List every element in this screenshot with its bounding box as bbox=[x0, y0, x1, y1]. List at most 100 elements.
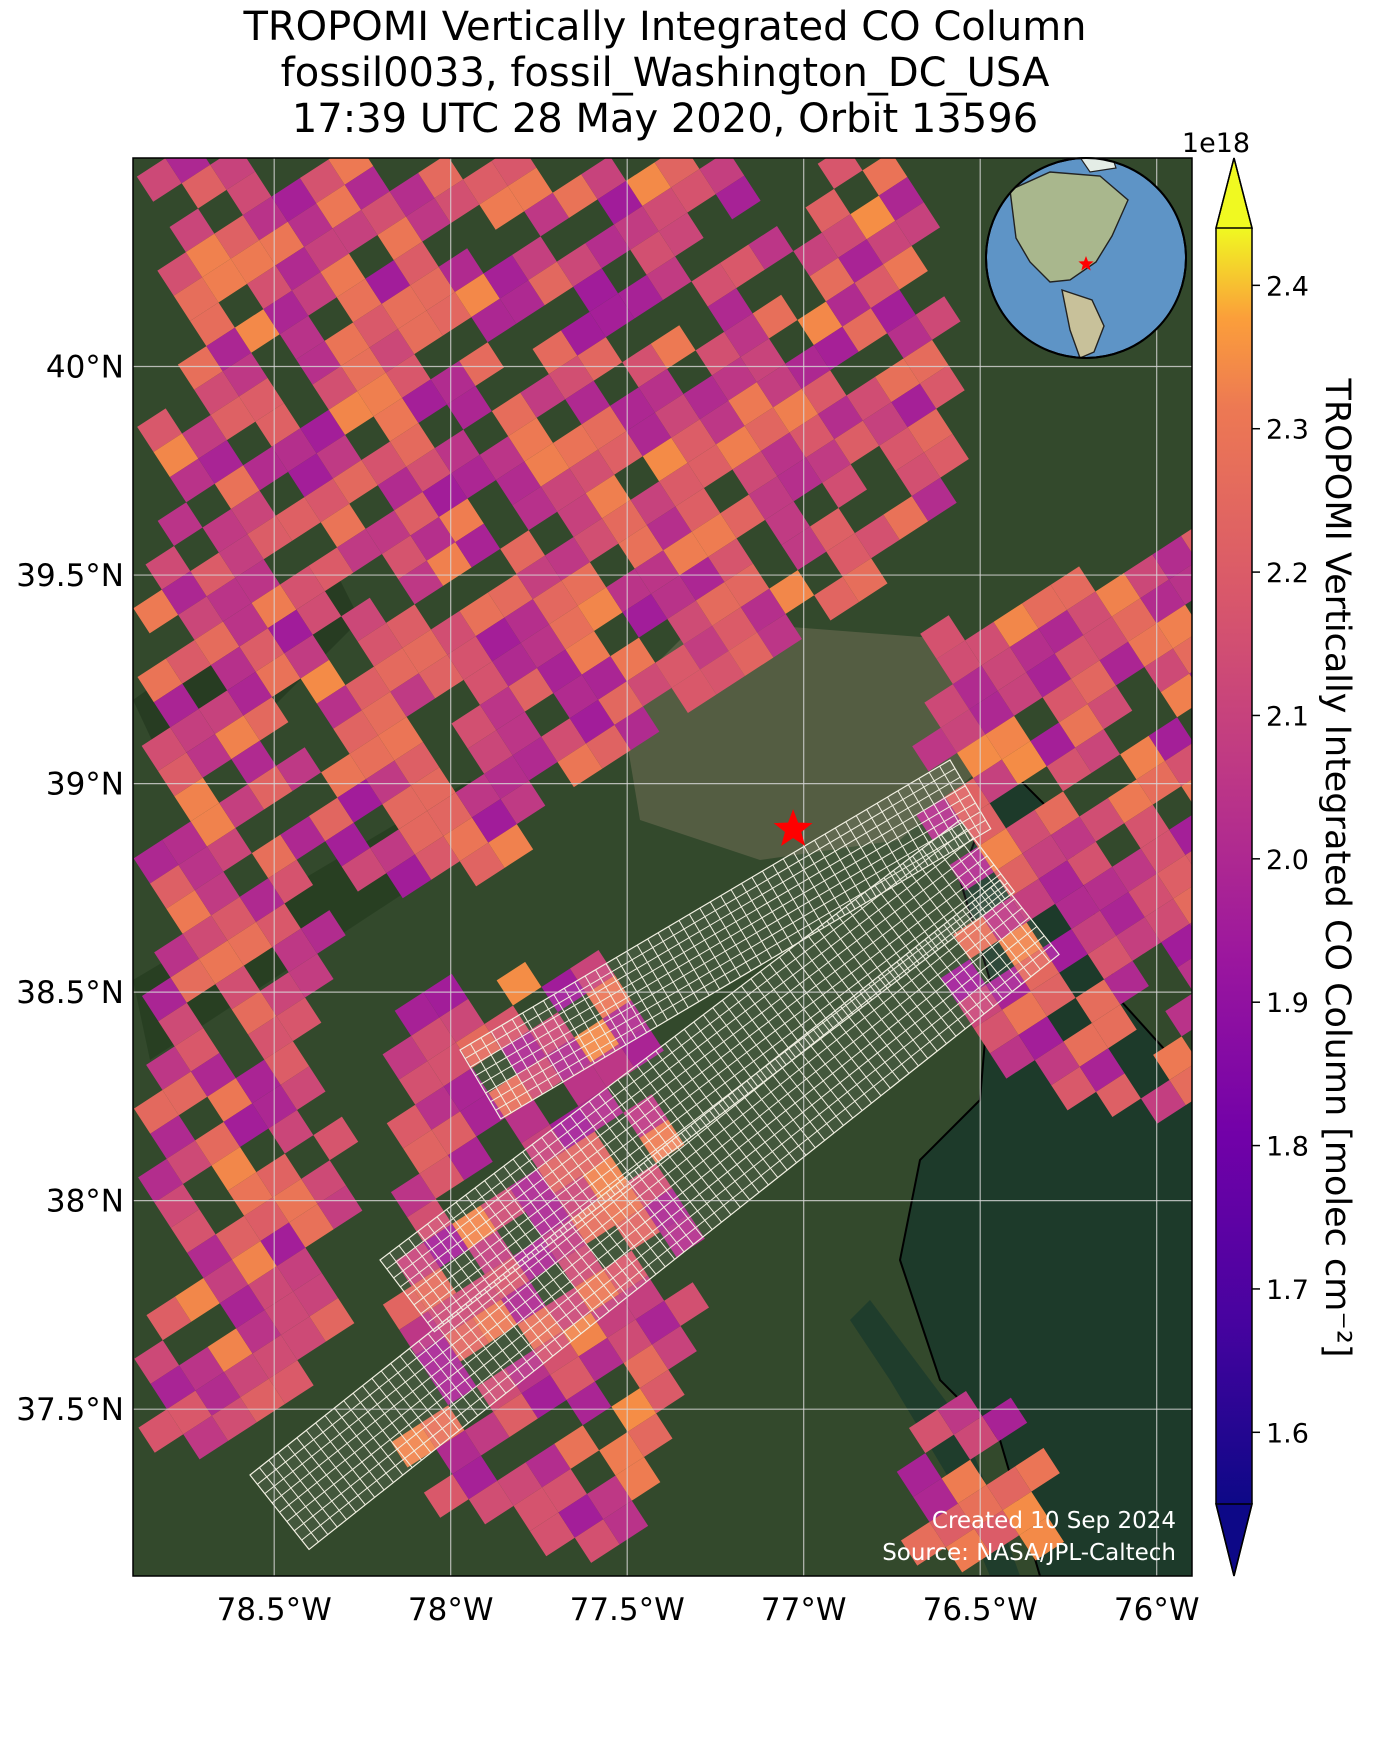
co-pixel bbox=[1083, 866, 1129, 911]
co-pixel bbox=[227, 1172, 273, 1216]
co-pixel bbox=[301, 1160, 347, 1204]
co-pixel bbox=[471, 298, 517, 343]
co-pixel bbox=[756, 363, 802, 408]
co-pixel bbox=[231, 490, 276, 535]
co-pixel bbox=[443, 817, 489, 862]
colorbar-tick-label: 2.0 bbox=[1266, 845, 1309, 876]
co-pixel bbox=[501, 1280, 546, 1325]
co-pixel bbox=[210, 646, 256, 691]
co-pixel bbox=[153, 433, 199, 478]
footprint-mesh-line bbox=[490, 811, 981, 1103]
co-pixel bbox=[1018, 1016, 1064, 1061]
colorbar-tick-label: 1.8 bbox=[1266, 1132, 1309, 1163]
co-pixel bbox=[332, 209, 378, 254]
co-pixel bbox=[577, 587, 623, 631]
co-pixel bbox=[642, 437, 688, 482]
co-pixel bbox=[1185, 850, 1192, 866]
co-pixel bbox=[748, 476, 794, 520]
co-pixel bbox=[974, 1510, 1020, 1554]
lat-tick-label: 39°N bbox=[46, 767, 124, 803]
co-pixel bbox=[373, 648, 419, 692]
co-pixel bbox=[635, 1300, 681, 1345]
co-pixel bbox=[304, 228, 349, 273]
co-pixel bbox=[965, 621, 1010, 666]
co-pixel bbox=[603, 1500, 649, 1545]
co-pixel bbox=[716, 425, 761, 470]
co-pixel bbox=[389, 423, 435, 467]
co-pixel bbox=[215, 715, 260, 760]
co-pixel bbox=[512, 236, 557, 281]
co-pixel bbox=[248, 1015, 293, 1060]
co-pixel bbox=[451, 454, 496, 499]
footprint-mesh-line bbox=[293, 935, 1045, 1532]
co-pixel bbox=[700, 650, 745, 695]
co-pixel bbox=[377, 466, 423, 511]
co-pixel bbox=[1128, 873, 1174, 918]
co-pixel bbox=[452, 1455, 498, 1500]
footprint-mesh-line bbox=[279, 916, 1030, 1513]
co-pixel bbox=[586, 1475, 632, 1520]
co-pixel bbox=[223, 1353, 269, 1398]
co-pixel bbox=[410, 767, 456, 811]
co-pixel bbox=[1095, 572, 1141, 617]
co-pixel bbox=[724, 563, 770, 608]
co-pixel bbox=[895, 202, 941, 246]
co-pixel bbox=[1172, 636, 1192, 674]
co-pixel bbox=[532, 580, 578, 625]
co-pixel bbox=[320, 503, 366, 548]
co-pixel bbox=[879, 427, 925, 471]
co-pixel bbox=[260, 1222, 306, 1267]
co-pixel bbox=[671, 419, 717, 463]
co-pixel bbox=[896, 1453, 942, 1497]
co-pixel bbox=[231, 1241, 277, 1285]
co-pixel bbox=[913, 1478, 958, 1523]
co-pixel bbox=[386, 854, 432, 899]
colorbar-tick-label: 2.2 bbox=[1266, 558, 1309, 589]
footprint-mesh-line bbox=[427, 882, 1008, 1324]
co-pixel bbox=[561, 311, 606, 356]
gridlines bbox=[133, 158, 1192, 1576]
co-pixel bbox=[695, 331, 741, 376]
co-pixel bbox=[542, 1468, 587, 1513]
co-pixel bbox=[239, 878, 285, 922]
co-pixel bbox=[1075, 979, 1121, 1024]
co-pixel bbox=[911, 477, 957, 522]
co-pixel bbox=[691, 513, 737, 557]
co-pixel bbox=[610, 637, 656, 682]
co-pixel bbox=[463, 160, 508, 205]
co-pixel bbox=[300, 910, 346, 954]
co-pixel bbox=[520, 374, 566, 418]
co-pixel bbox=[691, 262, 737, 307]
co-pixel bbox=[242, 196, 288, 241]
co-pixel bbox=[524, 192, 570, 237]
co-pixel bbox=[186, 733, 232, 778]
co-pixel bbox=[953, 915, 999, 960]
co-pixel bbox=[585, 474, 631, 519]
co-pixel bbox=[565, 380, 611, 425]
co-pixel bbox=[990, 1034, 1035, 1079]
co-pixel bbox=[391, 1423, 437, 1468]
co-pixel bbox=[471, 799, 517, 843]
co-pixel bbox=[438, 248, 484, 292]
co-pixel bbox=[1034, 1041, 1080, 1086]
co-pixel bbox=[178, 846, 224, 891]
co-pixel bbox=[842, 308, 888, 352]
co-pixel bbox=[504, 599, 550, 643]
lon-tick-label: 76°W bbox=[1114, 1592, 1200, 1628]
co-pixel bbox=[194, 621, 240, 666]
co-pixel bbox=[239, 628, 285, 672]
bay-water bbox=[900, 760, 1192, 1576]
co-pixel bbox=[532, 330, 578, 375]
co-pixel bbox=[206, 827, 252, 872]
co-pixel bbox=[313, 1116, 359, 1161]
co-pixel bbox=[385, 354, 431, 398]
co-pixel bbox=[699, 400, 745, 445]
co-pixel bbox=[455, 1024, 501, 1068]
co-pixel bbox=[554, 1425, 600, 1469]
co-pixel bbox=[937, 1390, 983, 1435]
co-pixel bbox=[214, 465, 260, 509]
co-pixel bbox=[484, 1255, 530, 1300]
co-pixel bbox=[957, 734, 1002, 779]
co-pixel bbox=[981, 897, 1027, 941]
co-pixel bbox=[136, 158, 182, 202]
